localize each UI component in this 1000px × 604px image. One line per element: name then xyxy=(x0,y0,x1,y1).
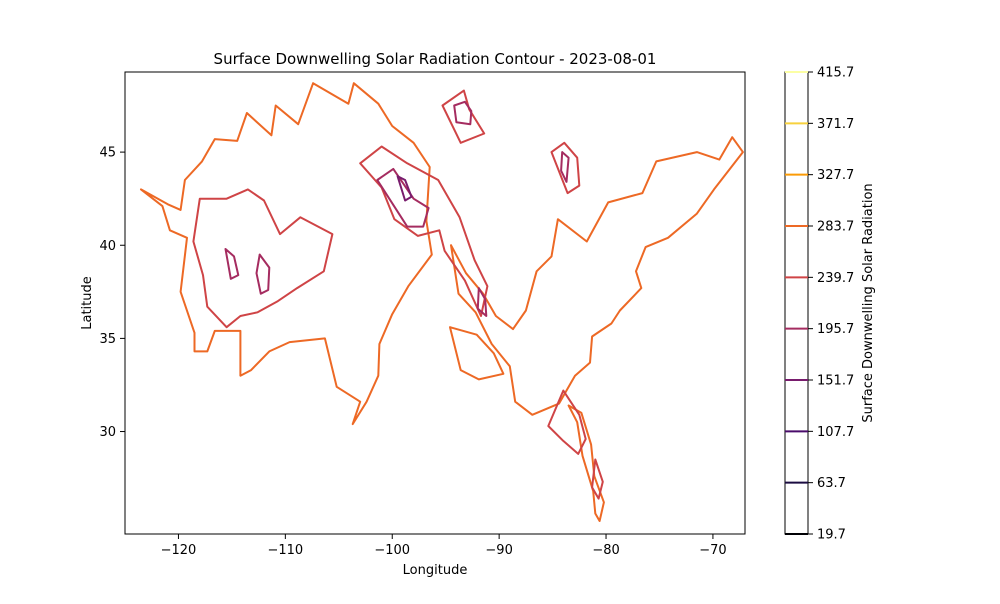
colorbar-tick-label: 19.7 xyxy=(817,528,846,543)
y-axis-label: Latitude xyxy=(80,276,95,330)
contour-line-2 xyxy=(567,404,605,522)
colorbar-tick-label: 151.7 xyxy=(817,374,854,389)
x-tick-label: −70 xyxy=(699,543,726,558)
x-tick-label: −90 xyxy=(485,543,512,558)
colorbar: 19.7 63.7 107.7 151.7 195.7 239.7 283.7 327.7 37… xyxy=(784,66,854,543)
x-axis: −120 −110 −100 −90 −80 −70 xyxy=(161,534,727,558)
x-tick-label: −120 xyxy=(161,543,197,558)
x-tick-label: −80 xyxy=(592,543,619,558)
y-tick-label: 30 xyxy=(99,425,116,440)
contour-line-5 xyxy=(359,145,489,317)
colorbar-label: Surface Downwelling Solar Radiation xyxy=(861,183,876,422)
contour-line-7 xyxy=(550,141,581,195)
colorbar-tick-label: 239.7 xyxy=(817,271,854,286)
colorbar-tick-label: 283.7 xyxy=(817,220,854,235)
contour-line-8 xyxy=(547,389,587,455)
contour-line-11 xyxy=(255,253,271,295)
contour-line-15 xyxy=(476,287,488,317)
contour-line-13 xyxy=(453,100,473,126)
colorbar-tick-label: 415.7 xyxy=(817,66,854,81)
contour-lines xyxy=(140,82,744,522)
contour-line-9 xyxy=(591,458,604,500)
x-tick-label: −110 xyxy=(267,543,303,558)
x-tick-label: −100 xyxy=(374,543,410,558)
contour-line-14 xyxy=(560,151,570,183)
contour-line-6 xyxy=(441,89,486,144)
y-tick-label: 40 xyxy=(99,239,116,254)
contour-line-16 xyxy=(396,175,413,202)
colorbar-tick-label: 195.7 xyxy=(817,322,854,337)
chart-title: Surface Downwelling Solar Radiation Cont… xyxy=(214,50,657,68)
colorbar-tick-label: 371.7 xyxy=(817,117,854,132)
y-tick-label: 35 xyxy=(99,332,116,347)
contour-line-10 xyxy=(224,248,240,280)
plot-area xyxy=(124,71,746,535)
colorbar-tick-label: 63.7 xyxy=(817,476,846,491)
contour-line-12 xyxy=(376,167,430,228)
x-axis-label: Longitude xyxy=(403,563,468,578)
contour-line-0 xyxy=(140,82,433,426)
y-axis: 30 35 40 45 xyxy=(99,146,125,440)
colorbar-box xyxy=(784,71,809,535)
contour-line-4 xyxy=(192,188,334,329)
contour-line-1 xyxy=(450,136,744,416)
y-tick-label: 45 xyxy=(99,146,116,161)
contour-line-3 xyxy=(449,326,505,381)
colorbar-tick-label: 107.7 xyxy=(817,425,854,440)
colorbar-tick-label: 327.7 xyxy=(817,168,854,183)
